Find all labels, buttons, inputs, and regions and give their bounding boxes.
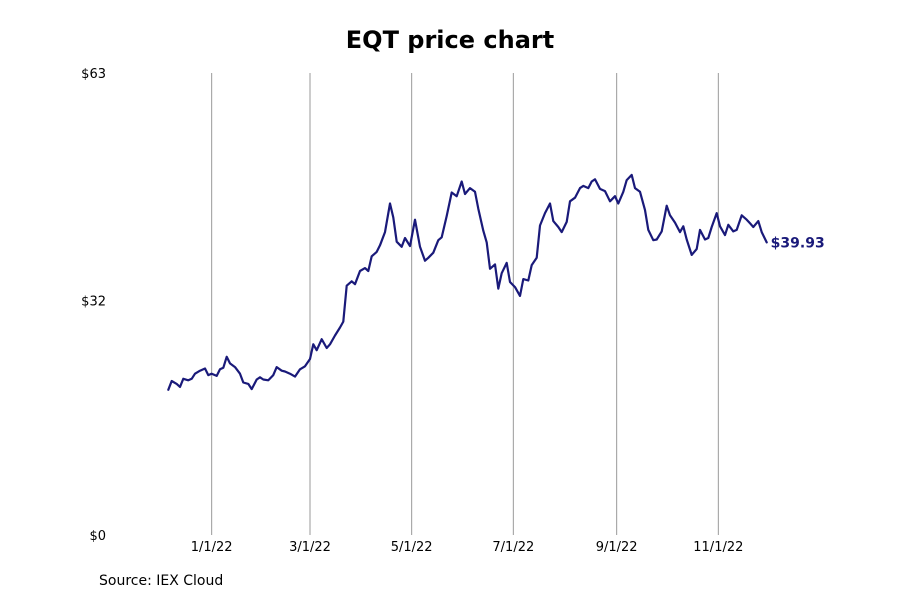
x-tick-label: 5/1/22 (391, 540, 433, 555)
x-tick-label: 1/1/22 (191, 540, 233, 555)
gridlines (211, 73, 719, 535)
y-tick-label: $63 (81, 67, 106, 82)
price-line (167, 173, 768, 391)
last-price-label: $39.93 (771, 235, 825, 251)
chart-title: EQT price chart (345, 26, 555, 54)
y-tick-label: $0 (89, 529, 106, 544)
x-tick-label: 7/1/22 (492, 540, 534, 555)
x-tick-label: 3/1/22 (289, 540, 331, 555)
y-tick-label: $32 (81, 294, 106, 309)
series-layer: $39.93 (167, 173, 825, 391)
source-note: Source: IEX Cloud (99, 573, 224, 589)
axis-ticks: 1/1/22 3/1/22 5/1/22 7/1/22 9/1/22 11/1/22 $0 $… (81, 67, 743, 555)
x-tick-label: 11/1/22 (693, 540, 743, 555)
x-tick-label: 9/1/22 (596, 540, 638, 555)
